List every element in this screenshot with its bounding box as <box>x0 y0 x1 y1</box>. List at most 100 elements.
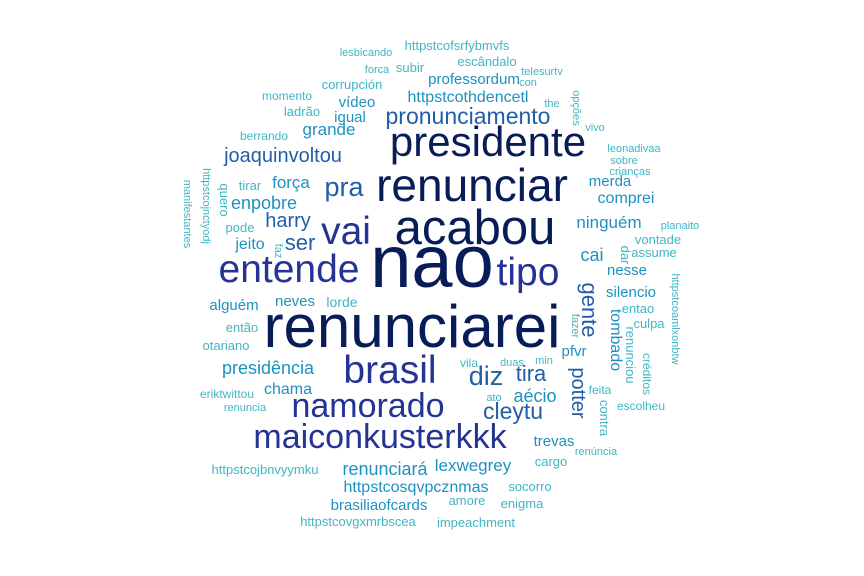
word-pronunciamento: pronunciamento <box>386 103 551 129</box>
word-acabou: acabou <box>395 201 556 255</box>
word-forca: força <box>272 173 310 192</box>
word-pode: pode <box>226 220 255 235</box>
word-silencio: silencio <box>606 284 656 301</box>
word-telesurtv: telesurtv <box>521 66 563 78</box>
word-cargo: cargo <box>535 454 568 469</box>
word-eriktwittou: eriktwittou <box>200 387 254 401</box>
word-httpstcothdencetl: httpstcothdencetl <box>408 89 529 106</box>
word-vila: vila <box>460 356 478 370</box>
word-pfvr: pfvr <box>561 343 586 360</box>
word-lorde: lorde <box>326 294 357 310</box>
word-httpstcofsrfybmvfs: httpstcofsrfybmvfs <box>405 38 510 53</box>
word-enigma: enigma <box>501 496 544 511</box>
word-ser: ser <box>285 230 316 255</box>
word-brasiliaofcards: brasiliaofcards <box>331 497 428 514</box>
word-ladrao: ladrão <box>284 104 320 119</box>
word-momento: momento <box>262 89 312 103</box>
word-feita: feita <box>589 383 612 397</box>
word-ato: ato <box>486 392 501 404</box>
word-comprei: comprei <box>598 190 655 207</box>
word-socorro: socorro <box>508 479 551 494</box>
word-diz: diz <box>469 361 504 391</box>
word-harry: harry <box>265 210 311 232</box>
word-neves: neves <box>275 293 315 310</box>
word-tombado: tombado <box>607 309 624 371</box>
word-httpstcojnctyodj: httpstcojnctyodj <box>200 168 212 244</box>
word-joaquinvoltou: joaquinvoltou <box>223 145 342 167</box>
word-professordum: professordum <box>428 71 520 88</box>
word-quero: quero <box>217 183 232 216</box>
word-nesse: nesse <box>607 262 647 279</box>
word-presidencia: presidência <box>222 358 315 378</box>
word-amore: amore <box>449 493 486 508</box>
word-aecio: aécio <box>513 386 556 406</box>
word-trevas: trevas <box>534 433 575 450</box>
word-escolheu: escolheu <box>617 399 665 413</box>
word-berrando: berrando <box>240 129 288 143</box>
word-fazer: fazer <box>569 314 581 339</box>
word-faz: faz <box>272 244 284 259</box>
word-lesbicando: lesbicando <box>340 47 393 59</box>
word-ninguem: ninguém <box>576 213 641 232</box>
word-contra: contra <box>597 400 612 437</box>
word-lexwegrey: lexwegrey <box>435 456 512 475</box>
word-renunciou: renunciou <box>623 326 638 383</box>
word-sobre: sobre <box>610 155 638 167</box>
word-duas: duas <box>500 357 524 369</box>
word-potter: potter <box>567 367 589 418</box>
word-httpstcojbnvyymku: httpstcojbnvyymku <box>212 462 319 477</box>
word-namorado: namorado <box>291 387 444 425</box>
word-opcoes: opções <box>570 90 582 126</box>
word-tipo: tipo <box>497 251 560 294</box>
word-vai: vai <box>321 210 371 253</box>
word-tirar: tirar <box>239 178 262 193</box>
word-subir: subir <box>396 60 425 75</box>
word-httpstcoamlxonbtw: httpstcoamlxonbtw <box>669 273 681 364</box>
word-creditos: créditos <box>640 353 654 395</box>
word-cai: cai <box>580 245 603 265</box>
word-cleytu: cleytu <box>483 398 543 424</box>
word-pra: pra <box>324 172 364 202</box>
word-escandalo: escândalo <box>457 54 516 69</box>
word-presidente: presidente <box>390 118 586 165</box>
word-renunciar: renunciar <box>376 159 568 211</box>
word-alguem: alguém <box>209 297 258 314</box>
word-assume: assume <box>631 245 677 260</box>
word-min: min <box>535 355 553 367</box>
word-maiconkusterkkk: maiconkusterkkk <box>253 418 507 456</box>
word-nao: nao <box>370 220 493 303</box>
word-brasil: brasil <box>343 349 436 392</box>
word-chama: chama <box>264 381 312 398</box>
word-igual: igual <box>334 109 366 126</box>
word-merda: merda <box>589 173 632 190</box>
word-criancas: crianças <box>610 166 651 178</box>
word-the: the <box>544 98 559 110</box>
word-dar: dar <box>618 246 633 265</box>
word-grande: grande <box>303 120 356 139</box>
word-video: vídeo <box>339 94 376 111</box>
word-jeito: jeito <box>234 236 264 253</box>
word-entende: entende <box>219 248 360 291</box>
word-con: con <box>519 77 537 89</box>
word-renuncia: renúncia <box>575 446 618 458</box>
word-impeachment: impeachment <box>437 515 515 530</box>
word-enpobre: enpobre <box>231 193 297 213</box>
word-renunciara: renunciará <box>342 459 428 479</box>
word-forca: forca <box>365 64 390 76</box>
word-httpstcosqvpcznmas: httpstcosqvpcznmas <box>344 479 489 496</box>
word-entao: então <box>226 320 259 335</box>
word-renunciarei: renunciarei <box>264 293 561 360</box>
word-leonadivaa: leonadivaa <box>607 143 661 155</box>
word-vivo: vivo <box>585 122 605 134</box>
word-corrupcion: corrupción <box>322 77 383 92</box>
word-httpstcovgxmrbscea: httpstcovgxmrbscea <box>300 514 416 529</box>
word-entao: entao <box>622 301 655 316</box>
word-gente: gente <box>577 282 602 337</box>
word-planaito: planaito <box>661 220 700 232</box>
word-vontade: vontade <box>635 232 681 247</box>
word-otariano: otariano <box>203 338 250 353</box>
word-manifestantes: manifestantes <box>181 180 193 249</box>
word-tira: tira <box>516 361 547 386</box>
